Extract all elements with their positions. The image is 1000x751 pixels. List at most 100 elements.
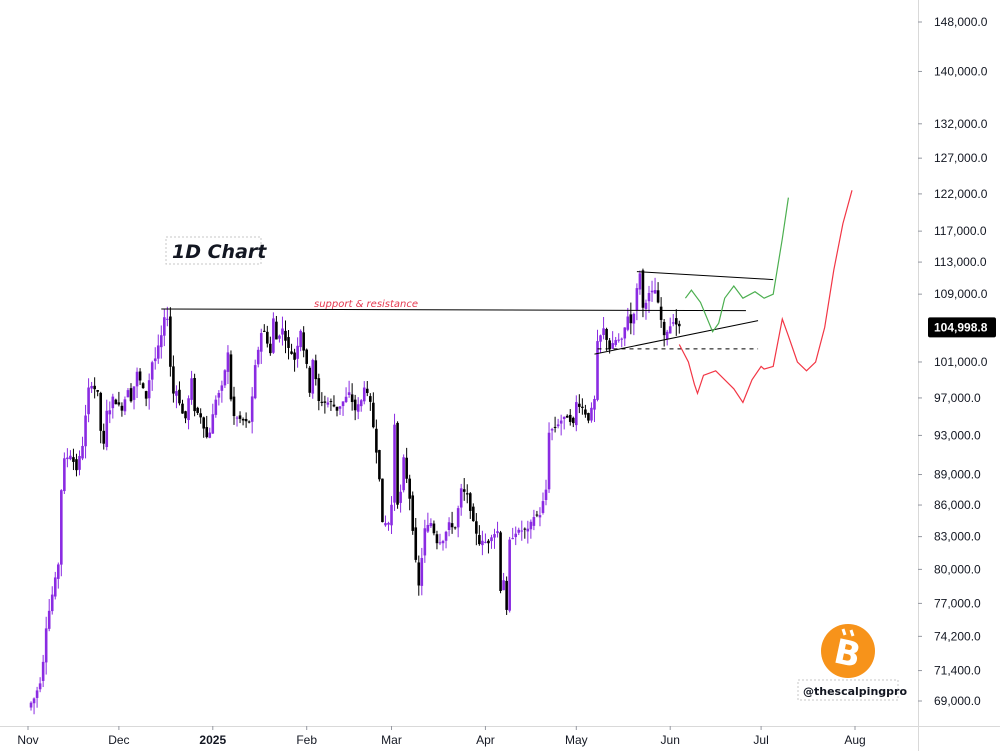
candle-body xyxy=(66,457,69,460)
watermark-handle-frame xyxy=(797,679,899,701)
candle-body xyxy=(129,388,133,402)
candle-body xyxy=(353,399,357,411)
candle-body xyxy=(468,493,472,511)
candle-body xyxy=(117,402,121,405)
price-axis-label: 97,000.0 xyxy=(934,391,981,405)
candle-body xyxy=(175,391,178,396)
candle-body xyxy=(505,580,508,610)
candle-body xyxy=(250,396,254,422)
price-axis-label: 122,000.0 xyxy=(934,187,988,201)
candle-body xyxy=(229,354,233,400)
candle-body xyxy=(365,388,369,394)
candle-body xyxy=(81,445,84,459)
candle-body xyxy=(659,306,663,320)
candle-body xyxy=(538,515,542,518)
candle-body xyxy=(678,323,681,327)
candle-body xyxy=(369,396,372,402)
time-axis-label: Aug xyxy=(844,733,865,747)
candle-body xyxy=(256,349,260,365)
candle-body xyxy=(493,534,496,538)
candle-body xyxy=(293,352,296,360)
candle-body xyxy=(517,529,521,533)
candle-body xyxy=(568,414,572,422)
candle-body xyxy=(499,532,502,591)
candle-body xyxy=(462,489,466,492)
price-axis-label: 148,000.0 xyxy=(934,15,988,29)
candle-body xyxy=(590,407,593,421)
time-axis-label: Jun xyxy=(661,733,680,747)
candle-body xyxy=(214,399,218,415)
candle-body xyxy=(614,340,617,345)
time-axis-label: Nov xyxy=(17,733,38,747)
candle-body xyxy=(417,562,421,586)
candle-body xyxy=(163,317,166,336)
time-axis[interactable]: Nov Dec 2025 Feb Mar Apr May Jun Jul Aug xyxy=(17,726,866,747)
candle-body xyxy=(484,541,487,543)
candle-body xyxy=(63,458,66,492)
candle-body xyxy=(487,540,490,544)
candle-body xyxy=(50,594,54,612)
candle-body xyxy=(211,414,215,434)
candle-body xyxy=(350,394,354,403)
candle-body xyxy=(587,413,590,421)
candle-body xyxy=(414,527,418,560)
candle-body xyxy=(547,432,551,490)
candle-body xyxy=(47,610,51,629)
candle-body xyxy=(523,528,527,530)
candle-body xyxy=(275,321,278,340)
price-axis-label: 86,000.0 xyxy=(934,498,981,512)
price-axis-label: 83,000.0 xyxy=(934,530,981,544)
bitcoin-symbol-tick-icon xyxy=(849,629,855,637)
support-resistance-label: support & resistance xyxy=(314,299,418,310)
bearish-projection-path xyxy=(678,190,853,404)
candle-body xyxy=(647,293,651,302)
candle-body xyxy=(650,290,654,293)
candle-body xyxy=(496,531,499,534)
candle-body xyxy=(217,392,221,398)
candle-body xyxy=(69,455,72,460)
candle-body xyxy=(284,330,287,341)
candle-body xyxy=(556,424,560,427)
candle-body xyxy=(644,302,648,309)
candle-body xyxy=(596,341,599,400)
candle-body xyxy=(426,524,430,532)
candle-body xyxy=(438,542,442,544)
candle-body xyxy=(608,340,611,350)
candle-body xyxy=(423,528,427,556)
candle-body xyxy=(247,421,251,423)
candle-body xyxy=(393,424,396,503)
bitcoin-symbol-tick-icon xyxy=(841,628,847,636)
price-axis[interactable]: 148,000.0 140,000.0 132,000.0 127,000.0 122,… xyxy=(918,15,988,708)
time-axis-label: Jul xyxy=(753,733,768,747)
candle-body xyxy=(205,427,209,438)
candle-body xyxy=(181,403,184,414)
candle-body xyxy=(641,270,645,308)
time-axis-label: Apr xyxy=(476,733,495,747)
chart-title-frame xyxy=(165,236,262,265)
candle-body xyxy=(605,329,608,340)
candle-body xyxy=(575,402,578,426)
candle-body xyxy=(529,521,533,530)
candle-body xyxy=(259,333,263,352)
watermark-handle-box: @thescalpingpro xyxy=(797,679,907,701)
candle-body xyxy=(411,495,415,531)
candle-body xyxy=(99,392,103,431)
candle-body xyxy=(611,343,614,349)
candle-body xyxy=(199,413,202,418)
candle-body xyxy=(562,416,566,419)
candle-body xyxy=(296,345,299,359)
candle-body xyxy=(668,326,672,334)
candle-body xyxy=(635,288,639,311)
candle-body xyxy=(571,417,575,424)
candle-body xyxy=(335,406,339,411)
candle-body xyxy=(190,378,193,400)
candle-body xyxy=(111,396,115,409)
candle-body xyxy=(375,428,378,453)
candle-body xyxy=(269,343,272,354)
price-axis-label: 93,000.0 xyxy=(934,428,981,442)
candle-body xyxy=(626,316,630,330)
candle-body xyxy=(620,338,624,340)
candle-body xyxy=(60,490,63,565)
bitcoin-logo: B xyxy=(821,624,875,678)
